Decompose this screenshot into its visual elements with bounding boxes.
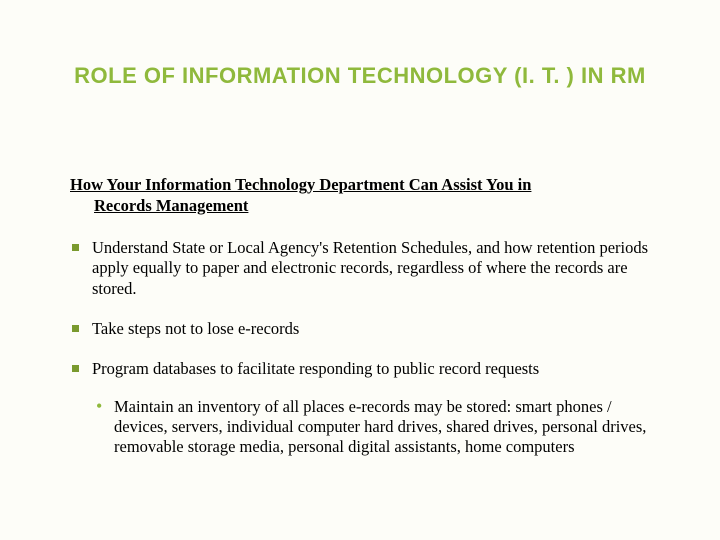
title-band: ROLE OF INFORMATION TECHNOLOGY (I. T. ) … [0, 45, 720, 107]
subheading-line1: How Your Information Technology Departme… [70, 175, 531, 194]
list-item: Take steps not to lose e-records [70, 319, 660, 339]
subheading: How Your Information Technology Departme… [70, 175, 660, 216]
list-item: Understand State or Local Agency's Reten… [70, 238, 660, 298]
subheading-line2: Records Management [70, 196, 660, 217]
sub-list-item: Maintain an inventory of all places e-re… [92, 397, 660, 457]
page-title: ROLE OF INFORMATION TECHNOLOGY (I. T. ) … [20, 63, 700, 89]
sub-bullet-list: Maintain an inventory of all places e-re… [92, 397, 660, 457]
bullet-list: Understand State or Local Agency's Reten… [70, 238, 660, 457]
list-item-text: Program databases to facilitate respondi… [92, 359, 539, 378]
list-item: Program databases to facilitate respondi… [70, 359, 660, 458]
content-area: How Your Information Technology Departme… [70, 175, 660, 477]
